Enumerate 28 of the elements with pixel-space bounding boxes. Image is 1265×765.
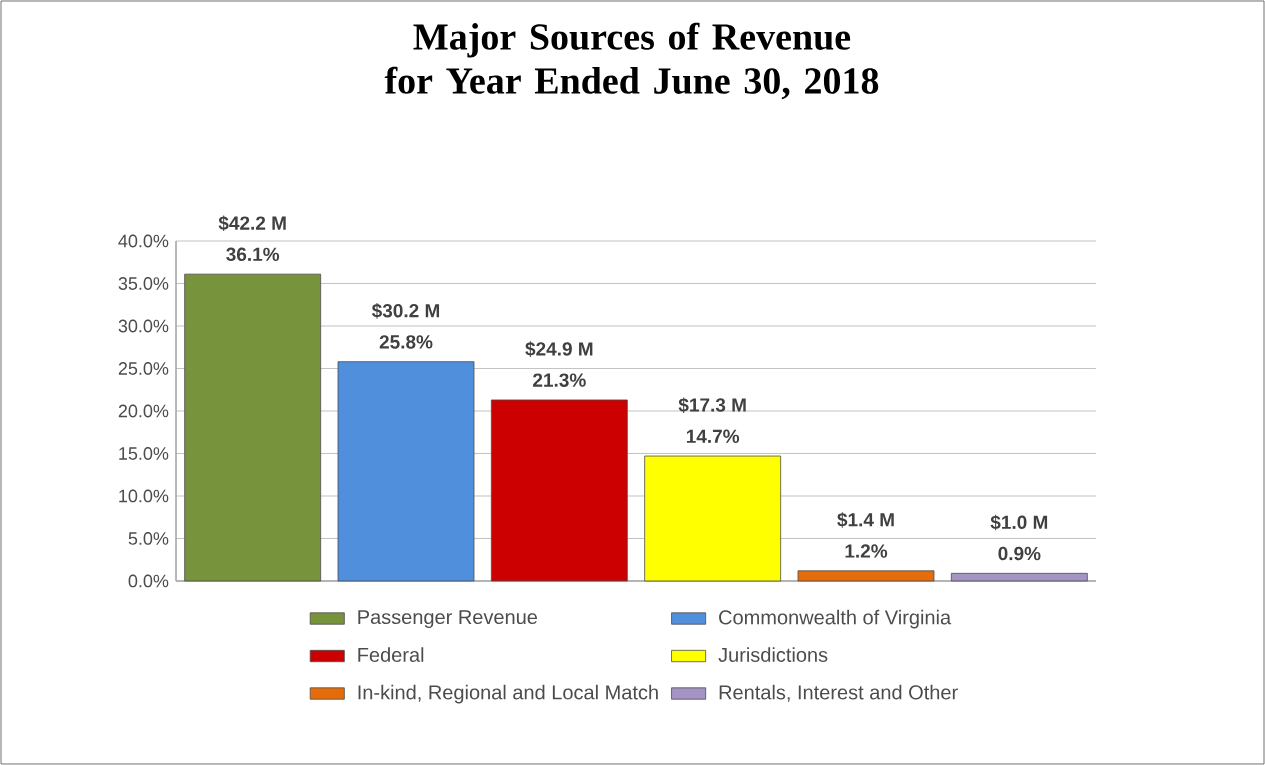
legend-label: Federal (358, 647, 424, 662)
annotation: $17.3 M (678, 397, 746, 413)
y-tick-label: 40.0% (118, 234, 169, 248)
annotation: $30.2 M (371, 303, 440, 319)
data-label: 21.3% (533, 373, 586, 387)
data-label: 14.7% (686, 429, 740, 443)
legend-label: Commonwealth of Virginia (719, 609, 952, 629)
y-tick-label: 10.0% (119, 489, 169, 503)
y-tick-label: 35.0% (118, 277, 169, 290)
legend-label: Passenger Revenue (358, 610, 538, 629)
legend-label: In-kind, Regional and Local Match (358, 684, 658, 704)
y-tick-label: 30.0% (118, 319, 169, 333)
chart-title: Major Sources of Revenue for Year Ended June 30, 2018 (384, 22, 879, 100)
y-tick-label: 5.0% (128, 532, 169, 545)
data-label: 0.9% (998, 546, 1041, 561)
legend-label: Jurisdictions (718, 647, 828, 662)
annotation: $1.0 M (990, 514, 1048, 531)
y-tick-label: 20.0% (118, 404, 169, 418)
y-tick-label: 0.0% (128, 574, 169, 588)
annotation: $24.9 M (525, 341, 593, 357)
legend-label: Rentals, Interest and Other (719, 684, 958, 702)
y-tick-label: 15.0% (119, 447, 169, 460)
y-tick-label: 25.0% (118, 362, 169, 375)
data-label: 36.1% (226, 247, 280, 262)
annotation: $1.4 M (837, 512, 894, 528)
data-label: 1.2% (845, 544, 888, 558)
data-label: 25.8% (379, 335, 433, 349)
text: $42.2 M (218, 215, 286, 232)
